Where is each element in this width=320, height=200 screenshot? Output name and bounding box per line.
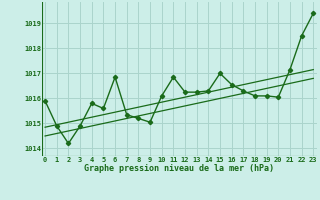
X-axis label: Graphe pression niveau de la mer (hPa): Graphe pression niveau de la mer (hPa) xyxy=(84,164,274,173)
